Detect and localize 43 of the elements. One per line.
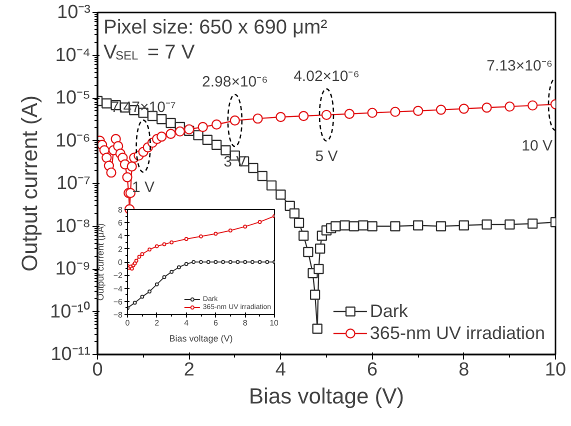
y-axis-title: Output current (μA) [95, 223, 106, 301]
annotation: Pixel size: 650 x 690 μm² [104, 16, 328, 38]
legend-label: 365-nm UV irradiation [370, 322, 545, 344]
annotation: 2.98×10⁻⁶ [202, 73, 268, 90]
x-tick-label: 4 [184, 318, 190, 328]
y-tick-label: 10⁻¹¹ [50, 344, 91, 365]
y-tick-label: 4 [118, 232, 124, 241]
x-tick-label: 10 [270, 318, 280, 328]
y-tick-label: −2 [113, 271, 124, 280]
y-tick-label: 10⁻⁹ [55, 258, 91, 280]
annotation: 10 V [522, 137, 552, 154]
y-tick-label: −4 [113, 284, 124, 294]
y-tick-label: 10⁻⁴ [55, 44, 91, 66]
y-tick-label: 10⁻⁵ [55, 88, 91, 108]
x-tick-label: 8 [458, 360, 470, 380]
y-tick-label: 10⁻³ [57, 2, 91, 23]
x-axis-title: Bias voltage (V) [169, 334, 233, 344]
y-tick-label: 8 [118, 206, 124, 214]
x-tick-label: 10 [544, 360, 566, 380]
y-tick-label: 2 [118, 244, 124, 254]
y-tick-label: 10⁻¹⁰ [50, 300, 91, 322]
y-tick-label: −8 [113, 310, 124, 320]
y-tick-label: 10⁻⁸ [55, 216, 91, 237]
annotation: 7.13×10⁻⁶ [486, 57, 553, 74]
y-tick-label: −6 [113, 297, 124, 306]
y-tick-label: 10⁻⁷ [56, 173, 91, 194]
annotation: VSEL = 7 V [104, 42, 196, 64]
y-tick-label: 10⁻⁶ [56, 130, 91, 152]
x-axis-title: Bias voltage (V) [248, 384, 404, 408]
y-tick-label: 6 [118, 218, 124, 228]
annotation: 4.02×10⁻⁶ [294, 68, 360, 85]
y-axis-title: Output current (A) [17, 95, 42, 272]
y-tick-label: 0 [118, 258, 124, 267]
x-tick-label: 0 [125, 318, 130, 328]
x-tick-label: 6 [367, 360, 378, 380]
x-tick-label: 4 [275, 360, 286, 380]
annotation: 1 V [132, 179, 155, 196]
x-tick-label: 6 [213, 318, 218, 328]
x-tick-label: 2 [154, 318, 160, 328]
x-tick-label: 8 [242, 318, 248, 328]
annotation: 5 V [315, 148, 338, 165]
legend-label: Dark [370, 300, 408, 322]
x-tick-label: 2 [184, 360, 194, 380]
